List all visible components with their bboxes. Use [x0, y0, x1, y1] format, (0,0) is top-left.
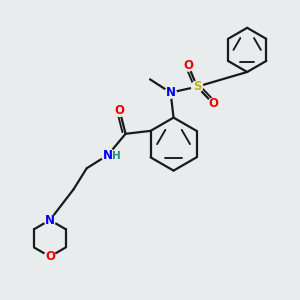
Text: N: N: [45, 214, 55, 226]
Circle shape: [44, 214, 56, 226]
Circle shape: [183, 60, 194, 71]
Text: S: S: [193, 80, 201, 93]
Circle shape: [101, 148, 114, 161]
Circle shape: [208, 98, 219, 110]
Text: O: O: [45, 250, 55, 263]
Text: O: O: [183, 59, 193, 72]
Text: H: H: [112, 151, 121, 161]
Text: O: O: [115, 104, 125, 117]
Circle shape: [191, 81, 203, 92]
Circle shape: [44, 251, 56, 262]
Text: N: N: [166, 86, 176, 99]
Circle shape: [165, 87, 176, 98]
Text: N: N: [103, 148, 113, 161]
Circle shape: [114, 105, 125, 116]
Text: O: O: [208, 97, 218, 110]
